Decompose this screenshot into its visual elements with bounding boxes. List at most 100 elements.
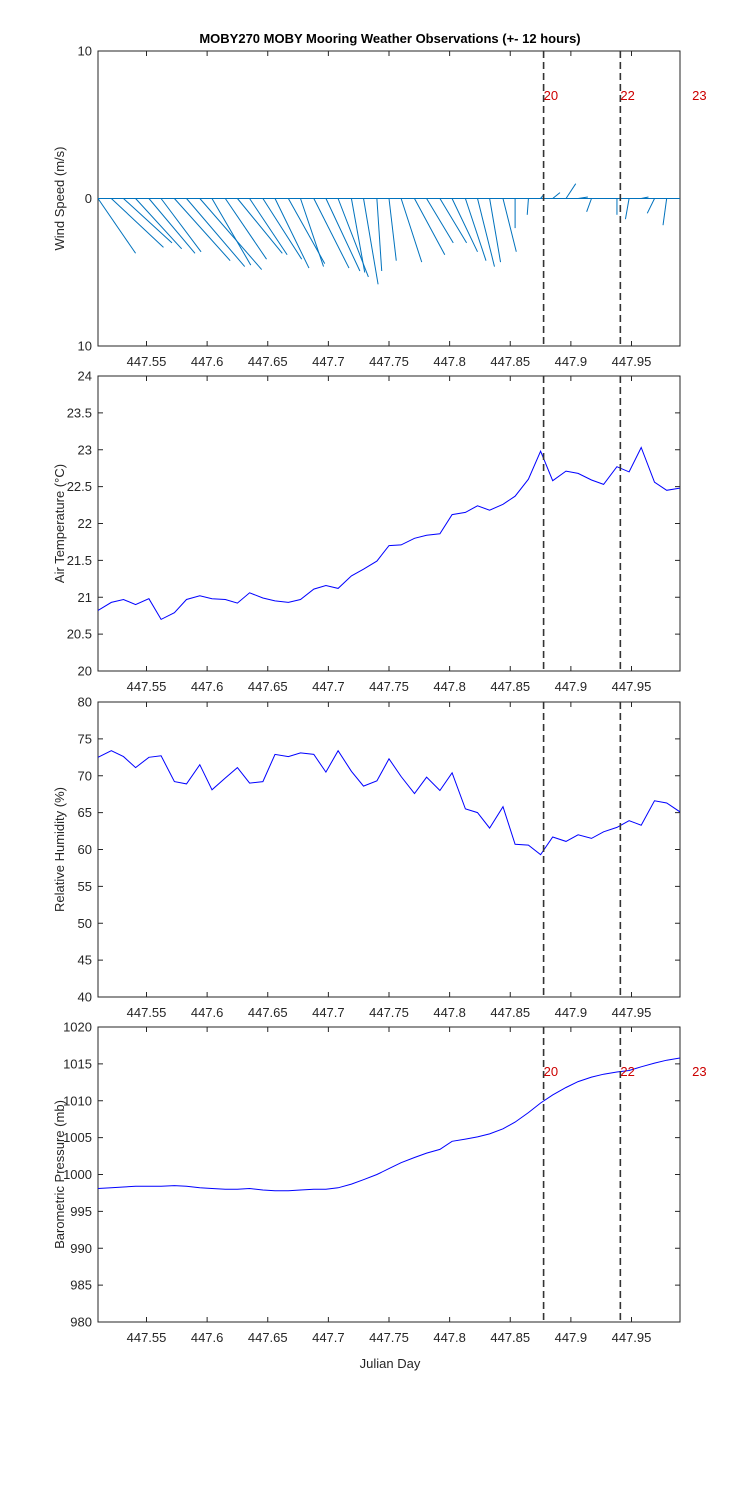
wind-vector: [160, 198, 202, 253]
y-tick-label: 23: [78, 442, 92, 457]
x-tick-label: 447.75: [369, 1005, 409, 1020]
x-tick-label: 447.7: [312, 354, 345, 369]
wind-vector: [586, 198, 592, 212]
x-tick-label: 447.55: [127, 354, 167, 369]
panels: 10 0 10 447.55 447.6 447.65 447.7 447.75 447.8 44…: [52, 44, 707, 1346]
x-tick-label: 447.75: [369, 354, 409, 369]
y-tick-label: 23.5: [67, 405, 92, 420]
wind-vector: [123, 198, 173, 244]
y-axis-label: Relative Humidity (%): [52, 787, 67, 912]
wind-vector: [211, 198, 252, 266]
y-tick-label: 21: [78, 590, 92, 605]
relative-humidity-line: [98, 749, 680, 856]
y-tick-label: 0: [85, 191, 92, 206]
wind-vector: [135, 198, 183, 250]
x-tick-label: 447.6: [191, 679, 224, 694]
wind-vector: [477, 198, 495, 267]
y-tick-label: 1020: [63, 1020, 92, 1035]
y-tick-label: 980: [70, 1315, 92, 1330]
wind-vector: [400, 198, 423, 263]
x-tick-label: 447.9: [555, 1330, 588, 1345]
wind-vector: [174, 198, 231, 261]
air-temperature-line: [98, 446, 680, 621]
wind-vector: [451, 198, 478, 252]
x-tick-label: 447.8: [433, 679, 466, 694]
wind-vector: [624, 198, 630, 220]
y-tick-label: 1005: [63, 1130, 92, 1145]
x-tick-label: 447.6: [191, 354, 224, 369]
y-tick-label: 22.5: [67, 479, 92, 494]
plot-content: [98, 446, 680, 621]
wind-vector: [249, 198, 288, 256]
wind-vector: [98, 198, 136, 254]
x-tick-label: 447.6: [191, 1005, 224, 1020]
wind-vector: [262, 198, 303, 260]
wind-vector: [526, 198, 529, 215]
wind-vector: [325, 198, 361, 272]
x-tick-label: 447.8: [433, 354, 466, 369]
barometric-pressure-line: [98, 1057, 680, 1192]
plot-content: [98, 749, 680, 856]
wind-vector: [363, 198, 379, 285]
x-tick-label: 447.95: [612, 354, 652, 369]
wind-vector: [578, 196, 588, 199]
wind-vector: [148, 198, 196, 254]
marker-label: 20: [544, 1064, 558, 1079]
y-axis-label: Barometric Pressure (mb): [52, 1100, 67, 1249]
wind-vector: [350, 198, 366, 273]
panel-air-temperature: 20 20.5 21 21.5 22 22.5 23 23.5 24 447.55 447.6 447…: [52, 369, 681, 694]
x-tick-label: 447.65: [248, 679, 288, 694]
wind-vector: [110, 198, 164, 248]
x-tick-label: 447.55: [127, 679, 167, 694]
plot-content: [98, 183, 680, 285]
y-tick-label: 1000: [63, 1167, 92, 1182]
marker-label: 22: [620, 88, 634, 103]
y-axis-label: Air Temperature (°C): [52, 464, 67, 583]
x-tick-label: 447.65: [248, 1330, 288, 1345]
x-tick-label: 447.85: [490, 1005, 530, 1020]
panel-relative-humidity: 40 45 50 55 60 65 70 75 80 447.55 447.6 447.65 447.7…: [52, 695, 681, 1020]
wind-vector: [489, 198, 502, 263]
wind-vector: [300, 198, 324, 267]
y-tick-label: 10: [78, 44, 92, 59]
y-tick-label: 45: [78, 953, 92, 968]
x-axis-label: Julian Day: [360, 1356, 421, 1371]
wind-vector: [186, 198, 246, 267]
wind-vector: [274, 198, 310, 269]
y-tick-label: 24: [78, 369, 92, 384]
plot-area: [97, 701, 681, 998]
marker-label: 23: [692, 88, 706, 103]
y-tick-label: 55: [78, 879, 92, 894]
plot-content: [98, 1057, 680, 1192]
wind-vector: [565, 183, 577, 199]
x-tick-label: 447.95: [612, 1330, 652, 1345]
marker-label: 20: [544, 88, 558, 103]
y-tick-label: 20.5: [67, 627, 92, 642]
wind-vector: [662, 198, 668, 226]
x-tick-label: 447.55: [127, 1005, 167, 1020]
y-tick-label: 1015: [63, 1056, 92, 1071]
wind-vector: [313, 198, 350, 269]
y-tick-label: 20: [78, 664, 92, 679]
x-tick-label: 447.9: [555, 354, 588, 369]
y-tick-label: 40: [78, 990, 92, 1005]
x-tick-label: 447.6: [191, 1330, 224, 1345]
x-tick-label: 447.65: [248, 1005, 288, 1020]
y-tick-label: 50: [78, 916, 92, 931]
x-tick-label: 447.7: [312, 679, 345, 694]
y-tick-label: 65: [78, 805, 92, 820]
wind-vector: [641, 196, 649, 199]
wind-vector: [439, 198, 468, 244]
wind-vector: [646, 198, 655, 214]
x-tick-label: 447.7: [312, 1005, 345, 1020]
marker-label: 22: [620, 1064, 634, 1079]
wind-vector: [414, 198, 446, 255]
wind-vector: [376, 198, 383, 272]
y-tick-label: 80: [78, 695, 92, 710]
wind-vector: [388, 198, 397, 261]
panel-barometric-pressure: 980 985 990 995 1000 1005 1010 1015 1020 447.55 44…: [52, 1020, 707, 1346]
plot-area: [97, 1026, 681, 1323]
x-tick-label: 447.75: [369, 1330, 409, 1345]
y-tick-label: 10: [78, 339, 92, 354]
